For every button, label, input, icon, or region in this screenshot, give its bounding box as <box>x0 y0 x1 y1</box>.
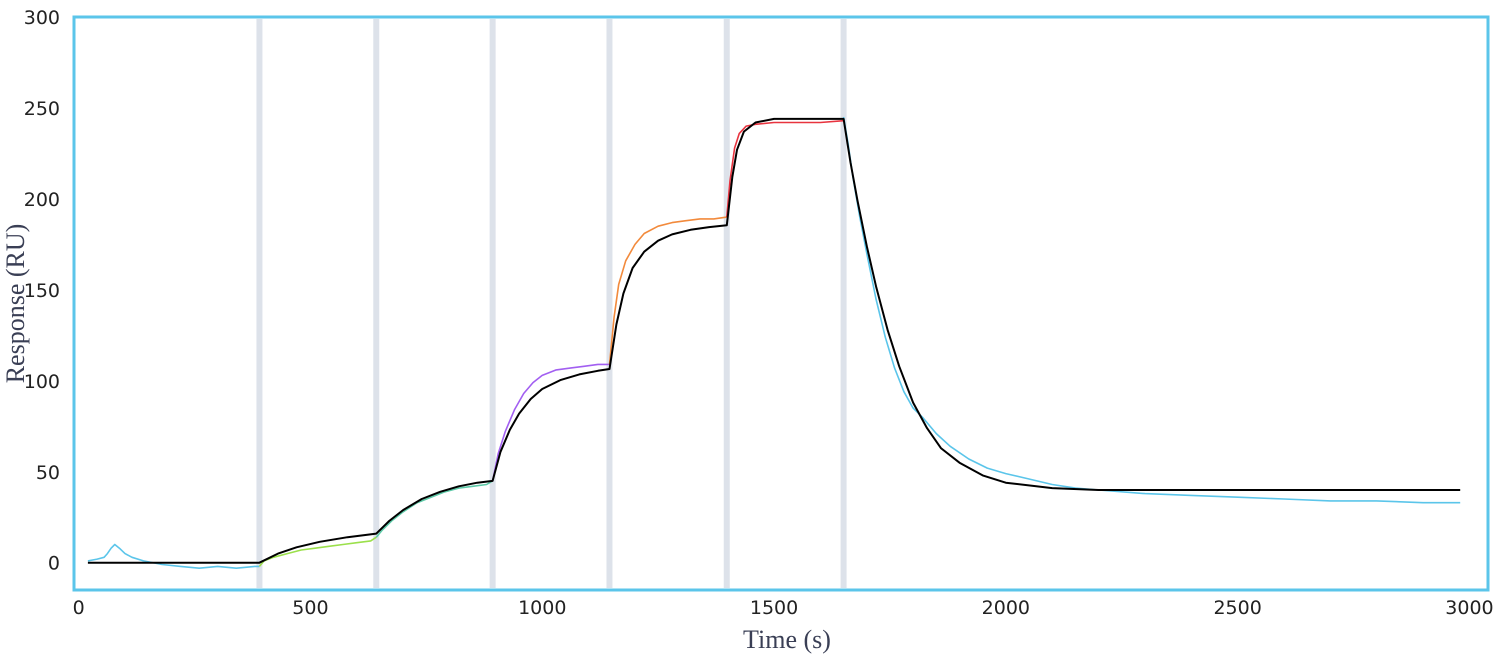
y-tick-label: 150 <box>24 280 60 302</box>
y-tick-label: 0 <box>48 553 60 575</box>
y-tick-label: 250 <box>24 98 60 120</box>
x-tick-label: 2000 <box>982 597 1030 619</box>
x-tick-label: 1000 <box>518 597 566 619</box>
x-axis-title: Time (s) <box>743 625 831 654</box>
plot-frame <box>72 15 1490 592</box>
series-line-5 <box>608 216 727 365</box>
series-line-3 <box>375 480 494 538</box>
x-axis-ticks: 0 500 1000 1500 2000 2500 3000 <box>73 597 1494 619</box>
fit-curve-group <box>87 117 1461 564</box>
series-line-1 <box>87 543 260 569</box>
x-tick-label: 500 <box>292 597 328 619</box>
series-line-7 <box>842 116 1461 504</box>
y-tick-label: 200 <box>24 189 60 211</box>
injection-markers <box>256 19 847 588</box>
y-tick-label: 300 <box>24 7 60 29</box>
series-line-2 <box>258 536 377 567</box>
response-series <box>87 116 1461 569</box>
x-tick-label: 0 <box>73 597 85 619</box>
x-tick-label: 1500 <box>750 597 798 619</box>
series-line-6 <box>726 119 844 218</box>
y-axis-ticks: 0 50 100 150 200 250 300 <box>24 7 60 575</box>
x-tick-label: 3000 <box>1445 597 1493 619</box>
series-line-4 <box>491 363 610 482</box>
y-tick-label: 100 <box>24 371 60 393</box>
y-tick-label: 50 <box>36 462 60 484</box>
x-tick-label: 2500 <box>1213 597 1261 619</box>
fit-curve <box>87 117 1461 564</box>
y-axis-title: Response (RU) <box>1 224 30 384</box>
